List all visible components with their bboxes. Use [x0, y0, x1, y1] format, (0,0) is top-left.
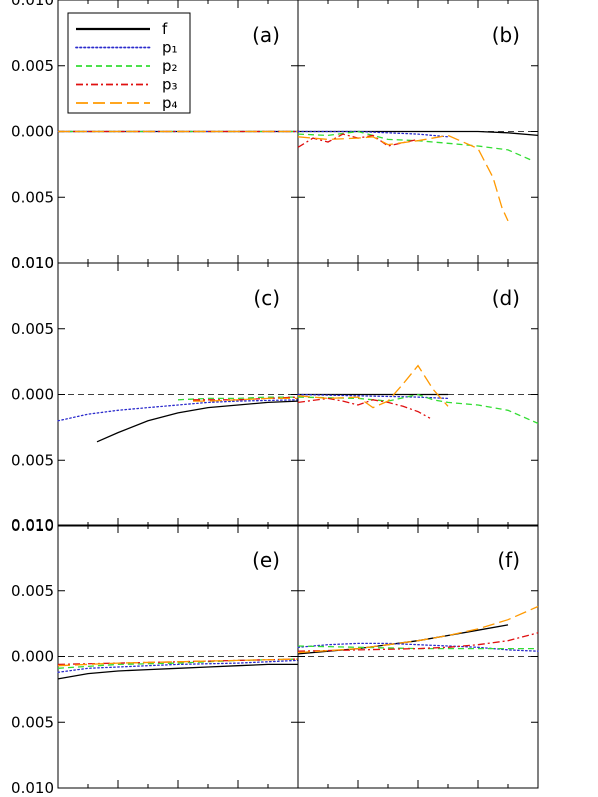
panel-d: (d) [297, 262, 539, 527]
series-line-f [57, 663, 298, 680]
panel-b: (b) [297, 0, 539, 264]
panel-label: (f) [497, 548, 520, 572]
series-line-p4 [297, 364, 449, 409]
panel-label: (c) [253, 286, 280, 310]
legend-label-p3: p₃ [162, 76, 178, 94]
series-line-p2 [297, 130, 533, 161]
y-tick-label: 0.005 [11, 582, 54, 600]
y-tick-label: 0.000 [11, 386, 54, 404]
panel-label: (b) [492, 23, 520, 47]
y-tick-label: 0.010 [11, 254, 54, 272]
y-tick-label: 0.010 [11, 779, 54, 797]
series-line-p1 [57, 399, 299, 422]
legend-label-p1: p₁ [162, 39, 178, 57]
series-line-f [96, 400, 299, 443]
y-tick-label: 0.000 [11, 123, 54, 141]
panel-c: 0.010 0.005 0.000 0.005 0.010 (c) [11, 254, 299, 535]
y-tick-label: 0.010 [11, 254, 54, 272]
series-line-p3 [297, 133, 419, 148]
series-line-p3 [297, 632, 539, 652]
y-tick-label: 0.010 [11, 516, 54, 534]
series-line-p1 [297, 130, 449, 138]
legend-label-p4: p₄ [162, 94, 178, 112]
panel-label: (e) [252, 548, 280, 572]
series-line-p2 [177, 396, 298, 401]
series-line-p1 [57, 659, 299, 673]
y-tick-label: 0.005 [11, 713, 54, 731]
y-tick-label: 0.005 [11, 57, 54, 75]
series-line-p4 [297, 134, 509, 222]
y-tick-label: 0.010 [11, 517, 54, 535]
series-line-p4 [57, 658, 299, 667]
series-line-p1 [297, 393, 449, 400]
panel-e: 0.010 0.005 0.000 0.005 0.010 (e) [11, 516, 299, 797]
series-line-p4 [193, 397, 298, 402]
y-tick-label: 0.005 [11, 320, 54, 338]
legend-label-f: f [162, 20, 168, 38]
y-tick-label: 0.005 [11, 451, 54, 469]
panel-a: 0.010 0.005 0.000 0.005 0.010 (a) [11, 0, 299, 272]
series-line-p2 [297, 393, 539, 424]
series-line-p4 [297, 605, 539, 654]
panel-label: (d) [492, 286, 520, 310]
panel-f: (f) [297, 524, 539, 789]
series-line-p3 [297, 397, 431, 419]
y-tick-label: 0.005 [11, 188, 54, 206]
legend-label-p2: p₂ [162, 57, 178, 75]
y-tick-label: 0.010 [11, 0, 54, 9]
panels-layer: 0.010 0.005 0.000 0.005 0.010 (a) (b) 0.010 0.00… [11, 0, 539, 797]
y-tick-label: 0.000 [11, 648, 54, 666]
panel-label: (a) [252, 23, 280, 47]
